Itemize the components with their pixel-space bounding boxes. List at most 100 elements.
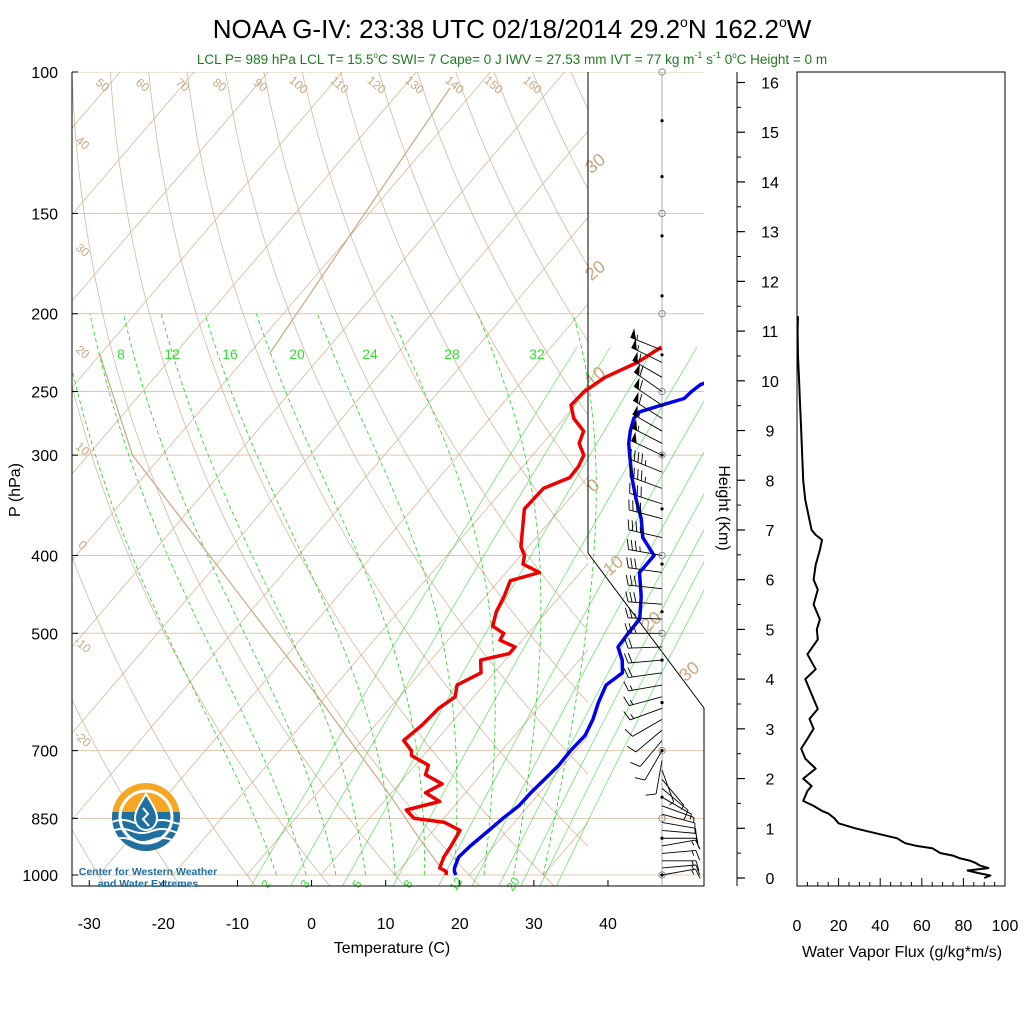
dry-adiabat (149, 72, 561, 892)
height-tick-label: 0 (766, 871, 775, 888)
isotherm-lines (0, 72, 1024, 875)
wind-barb (662, 850, 700, 860)
barb-feather (636, 521, 637, 531)
barb-feather (628, 519, 629, 529)
barb-feather (638, 452, 639, 462)
pressure-tick-label: 400 (31, 548, 58, 565)
height-dot (660, 873, 663, 876)
mixing-ratio-label: 20 (289, 346, 305, 362)
barb-flag (633, 405, 638, 417)
barb-staff (662, 830, 696, 833)
pressure-tick-label: 850 (31, 811, 58, 828)
mixing-ratio-label: 12 (164, 346, 180, 362)
height-dot (660, 507, 663, 510)
barb-staff (630, 459, 662, 472)
flux-tick-label: 20 (830, 918, 848, 935)
mixing-ratio-label: 28 (444, 346, 460, 362)
height-dot (660, 659, 663, 662)
dry-adiabat (264, 72, 786, 892)
isotherm-20 (469, 72, 1024, 875)
wind-barb (662, 838, 699, 848)
dry-adiabat-label: 20 (73, 342, 92, 362)
wind-barb (662, 840, 700, 849)
barb-feather (631, 540, 632, 550)
mixing-ratio-5 (339, 347, 654, 892)
isotherm--20 (173, 72, 861, 875)
height-dot (660, 610, 663, 613)
mixing-ratio-label: 20 (503, 874, 522, 893)
flux-axis-title: Water Vapor Flux (g/kg*m/s) (802, 944, 1002, 961)
height-tick-label: 9 (766, 424, 775, 441)
logo-line-2: and Water Extremes (62, 878, 234, 890)
barb-staff (628, 660, 662, 663)
barb-feather (629, 638, 632, 648)
flux-tick-label: 0 (793, 918, 802, 935)
moist-adiabat (256, 314, 424, 875)
barb-feather (624, 653, 628, 663)
dry-adiabat (72, 72, 410, 892)
barb-flag (633, 352, 638, 364)
moist-adiabat (60, 314, 276, 875)
height-tick-label: 15 (761, 125, 779, 142)
dry-adiabat (456, 72, 1024, 892)
pressure-tick-label: 200 (31, 307, 58, 324)
wind-barb (662, 770, 674, 805)
barb-feather (631, 558, 633, 568)
barb-staff (636, 730, 662, 752)
barb-flag (633, 392, 638, 404)
barb-feather (635, 541, 636, 551)
mixing-ratio-label: 5 (349, 877, 364, 891)
barb-feather (630, 466, 631, 476)
dry-adiabat-label: 30 (73, 240, 92, 260)
wind-barb (631, 741, 662, 767)
profile-lines (404, 347, 790, 875)
barb-flag (634, 364, 640, 376)
dry-adiabat (0, 72, 185, 892)
barb-feather (634, 468, 635, 478)
height-tick-label: 16 (761, 76, 779, 93)
dry-adiabat-label: 50 (93, 75, 112, 95)
temperature-tick-label: -20 (152, 916, 175, 933)
flux-panel-frame (797, 72, 1005, 886)
height-tick-label: 8 (766, 473, 775, 490)
height-dot (660, 234, 663, 237)
isotherm-label: 0 (583, 475, 604, 497)
barb-feather (640, 380, 643, 390)
barb-feather (628, 653, 632, 663)
mixing-ratio-label: 8 (117, 346, 125, 362)
barb-staff (662, 865, 696, 868)
logo-line-1: Center for Western Weather (62, 866, 234, 878)
isotherm-10 (395, 72, 1024, 875)
height-dot (660, 562, 663, 565)
chart-subtitle: LCL P= 989 hPa LCL T= 15.5oC SWI= 7 Cape… (197, 50, 827, 67)
pressure-tick-label: 250 (31, 385, 58, 402)
barb-half-feather (692, 870, 694, 875)
parcel-path-line (100, 88, 450, 875)
barb-staff (662, 770, 674, 802)
mixing-ratio-label: 32 (529, 346, 545, 362)
dry-adiabat (533, 72, 1024, 892)
barb-staff (628, 647, 662, 648)
dry-adiabat (379, 72, 1011, 892)
wind-barb (662, 869, 700, 878)
pressure-tick-label: 300 (31, 448, 58, 465)
chart-title: NOAA G-IV: 23:38 UTC 02/18/2014 29.2oN 1… (213, 14, 812, 44)
barb-staff (640, 741, 662, 767)
height-dot (660, 294, 663, 297)
wind-barb (625, 638, 662, 648)
height-dot (660, 749, 663, 752)
barb-staff (629, 510, 662, 519)
barb-half-feather (635, 613, 636, 618)
dewpoint-line (454, 347, 789, 875)
height-axis-title: Height (Km) (715, 465, 732, 550)
barb-staff (630, 708, 662, 720)
mixing-ratio-label: 16 (222, 346, 238, 362)
height-dot (660, 796, 663, 799)
dry-adiabat-label: 110 (328, 73, 352, 96)
mixing-ratio-label: 24 (362, 346, 378, 362)
barb-staff (628, 585, 662, 589)
wind-barb (625, 719, 662, 736)
pressure-tick-label: 500 (31, 626, 58, 643)
wind-barb (624, 667, 662, 677)
